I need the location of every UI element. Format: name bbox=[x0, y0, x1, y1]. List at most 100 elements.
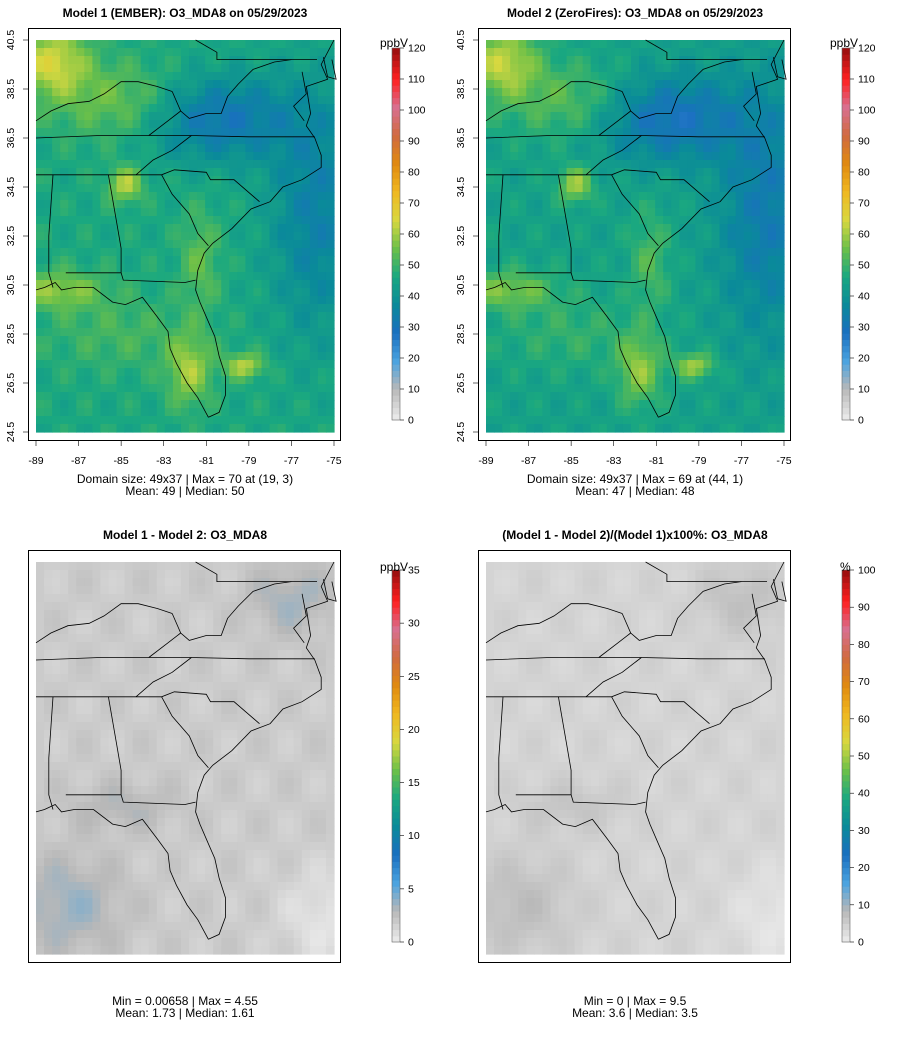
grid-cell bbox=[180, 706, 190, 715]
grid-cell bbox=[566, 384, 576, 393]
grid-cell bbox=[687, 112, 696, 121]
grid-cell bbox=[510, 184, 519, 193]
grid-cell bbox=[245, 408, 255, 417]
grid-cell bbox=[614, 120, 624, 129]
grid-cell bbox=[687, 56, 696, 65]
grid-cell bbox=[325, 112, 335, 121]
grid-cell bbox=[309, 152, 319, 161]
grid-cell bbox=[719, 168, 729, 177]
grid-cell bbox=[663, 80, 672, 89]
grid-cell bbox=[614, 280, 624, 289]
grid-cell bbox=[735, 160, 745, 169]
grid-cell bbox=[269, 706, 279, 715]
grid-cell bbox=[719, 240, 729, 249]
lat-tick-label: 26.5 bbox=[455, 373, 467, 394]
grid-cell bbox=[205, 634, 214, 643]
grid-cell bbox=[84, 578, 93, 587]
grid-cell bbox=[518, 416, 527, 425]
grid-cell bbox=[172, 48, 182, 57]
grid-cell bbox=[132, 722, 142, 731]
grid-cell bbox=[36, 416, 45, 425]
lon-tick-label: -77 bbox=[734, 455, 749, 467]
grid-cell bbox=[124, 88, 134, 97]
grid-cell bbox=[261, 594, 271, 603]
grid-cell bbox=[735, 344, 745, 353]
grid-cell bbox=[237, 176, 246, 185]
grid-cell bbox=[325, 570, 335, 579]
grid-cell bbox=[719, 272, 729, 281]
grid-cell bbox=[269, 674, 279, 683]
grid-cell bbox=[550, 48, 560, 57]
grid-cell bbox=[703, 144, 713, 153]
grid-cell bbox=[221, 586, 230, 595]
grid-cell bbox=[285, 746, 295, 755]
grid-cell bbox=[679, 136, 688, 145]
grid-cell bbox=[245, 80, 255, 89]
grid-cell bbox=[574, 200, 584, 209]
grid-cell bbox=[526, 384, 535, 393]
grid-cell bbox=[293, 626, 303, 635]
grid-cell bbox=[663, 48, 672, 57]
grid-cell bbox=[285, 168, 295, 177]
grid-cell bbox=[148, 794, 158, 803]
grid-cell bbox=[687, 408, 696, 417]
grid-cell bbox=[36, 746, 45, 755]
grid-cell bbox=[606, 200, 616, 209]
grid-cell bbox=[775, 128, 785, 137]
grid-cell bbox=[140, 168, 150, 177]
grid-cell bbox=[221, 666, 230, 675]
grid-cell bbox=[148, 610, 158, 619]
grid-cell bbox=[534, 304, 543, 313]
colorbar-swatch bbox=[392, 116, 400, 123]
grid-cell bbox=[245, 56, 255, 65]
grid-cell bbox=[510, 320, 519, 329]
grid-cell bbox=[189, 240, 198, 249]
grid-cell bbox=[148, 360, 158, 369]
grid-cell bbox=[172, 304, 182, 313]
grid-cell bbox=[180, 610, 190, 619]
grid-cell bbox=[213, 610, 222, 619]
grid-cell bbox=[285, 80, 295, 89]
boundary-line bbox=[148, 110, 181, 136]
grid-cell bbox=[655, 152, 664, 161]
grid-cell bbox=[751, 400, 761, 409]
grid-cell bbox=[510, 296, 519, 305]
grid-cell bbox=[76, 368, 85, 377]
grid-cell bbox=[164, 40, 174, 49]
grid-cell bbox=[132, 272, 142, 281]
grid-cell bbox=[189, 184, 198, 193]
grid-cell bbox=[518, 304, 527, 313]
grid-cell bbox=[213, 376, 222, 385]
grid-cell bbox=[180, 698, 190, 707]
grid-cell bbox=[197, 594, 206, 603]
grid-cell bbox=[719, 160, 729, 169]
grid-cell bbox=[221, 762, 230, 771]
colorbar-swatch bbox=[392, 159, 400, 167]
grid-cell bbox=[671, 136, 680, 145]
grid-cell bbox=[727, 144, 737, 153]
grid-cell bbox=[205, 562, 214, 571]
grid-cell bbox=[237, 602, 246, 611]
grid-cell bbox=[695, 224, 705, 233]
grid-cell bbox=[486, 208, 495, 217]
grid-cell bbox=[245, 72, 255, 81]
colorbar-swatch bbox=[392, 240, 400, 247]
grid-cell bbox=[550, 392, 560, 401]
grid-cell bbox=[518, 376, 527, 385]
grid-cell bbox=[550, 160, 560, 169]
grid-cell bbox=[44, 88, 53, 97]
grid-cell bbox=[582, 120, 592, 129]
grid-cell bbox=[44, 152, 53, 161]
grid-cell bbox=[277, 730, 287, 739]
grid-cell bbox=[221, 152, 230, 161]
grid-cell bbox=[245, 416, 255, 425]
grid-cell bbox=[140, 642, 150, 651]
grid-cell bbox=[164, 730, 174, 739]
grid-cell bbox=[44, 176, 53, 185]
grid-cell bbox=[301, 602, 311, 611]
grid-cell bbox=[542, 408, 552, 417]
grid-cell bbox=[269, 200, 279, 209]
grid-cell bbox=[213, 64, 222, 73]
grid-cell bbox=[582, 72, 592, 81]
grid-cell bbox=[293, 634, 303, 643]
